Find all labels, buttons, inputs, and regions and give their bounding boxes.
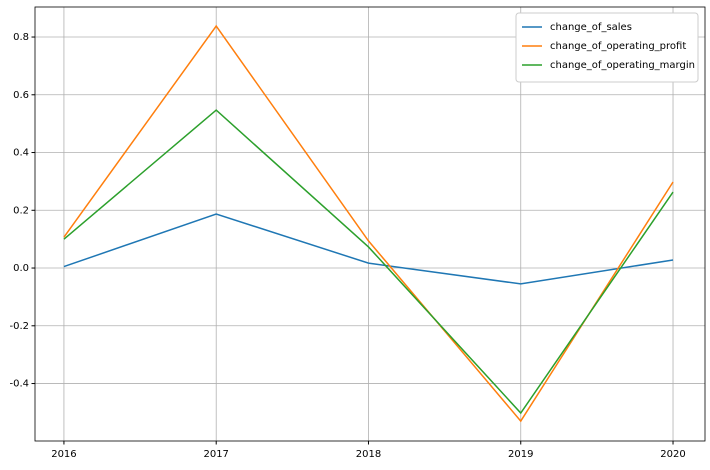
- series-line: [63, 213, 674, 285]
- y-tick-label: 0.0: [13, 263, 29, 274]
- legend-label: change_of_operating_margin: [550, 60, 695, 71]
- legend-label: change_of_sales: [550, 22, 632, 33]
- legend-label: change_of_operating_profit: [550, 41, 686, 52]
- y-tick-label: -0.4: [9, 379, 29, 390]
- series-line: [63, 24, 674, 423]
- y-tick-label: -0.2: [9, 321, 29, 332]
- x-tick-label: 2018: [356, 449, 381, 460]
- y-tick-label: 0.2: [13, 205, 29, 216]
- plot-frame: [34, 6, 706, 442]
- y-tick-label: 0.6: [13, 90, 29, 101]
- legend-box: [515, 12, 699, 83]
- x-tick-label: 2016: [51, 449, 76, 460]
- y-tick-label: 0.8: [13, 32, 29, 43]
- x-tick-label: 2019: [508, 449, 533, 460]
- series-line: [63, 109, 674, 415]
- x-tick-label: 2017: [203, 449, 228, 460]
- x-tick-label: 2020: [660, 449, 685, 460]
- y-tick-label: 0.4: [13, 148, 29, 159]
